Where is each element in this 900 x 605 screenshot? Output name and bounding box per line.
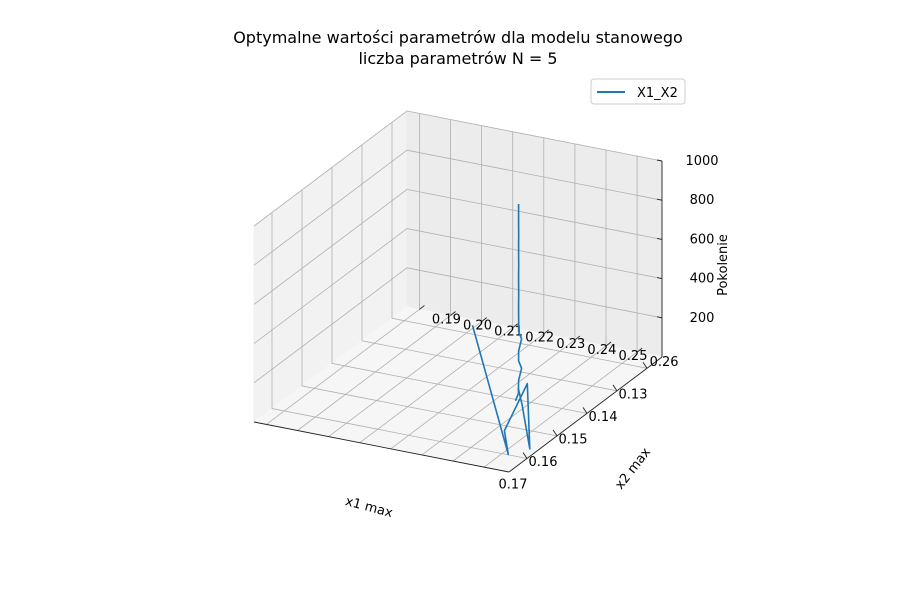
x-axis-label: x1 max [344, 494, 395, 521]
y-axis-label: x2 max [612, 445, 654, 493]
x2-tick-label: 0.23 [556, 337, 585, 352]
x2-tick-label: 0.21 [494, 325, 523, 340]
z-tick-label: 800 [690, 193, 715, 208]
x2-tick-label: 0.24 [587, 343, 616, 358]
x1-tick-label: 0.13 [619, 387, 648, 402]
x2-tick [605, 341, 612, 347]
x1-tick-label: 0.16 [529, 455, 558, 470]
x1-tick [522, 452, 528, 459]
gridline-z [253, 149, 663, 266]
gridline-x2 [390, 137, 545, 450]
z-tick-label: 400 [690, 272, 715, 287]
gridline-z [253, 110, 663, 227]
gridline-z [253, 267, 663, 384]
gridline-x1 [301, 189, 558, 437]
series-line-x1-x2 [471, 204, 531, 456]
x2-tick-label: 0.20 [463, 319, 492, 334]
z-tick [656, 277, 663, 280]
gridline-x2 [328, 125, 483, 437]
x2-tick [512, 323, 519, 329]
gridline-z [253, 188, 663, 305]
x2-tick [481, 317, 487, 322]
x1-tick-label: 0.17 [499, 478, 528, 493]
legend-entry-label: X1_X2 [637, 86, 678, 101]
gridline-x2 [483, 156, 638, 468]
x2-tick-label: 0.22 [525, 331, 554, 346]
z-tick-label: 600 [690, 232, 715, 247]
z-tick [656, 316, 663, 319]
z-tick [656, 198, 663, 201]
gridline-x1 [361, 144, 618, 392]
z-tick-label: 200 [690, 311, 715, 326]
gridline-x2 [266, 113, 420, 425]
x1-tick [642, 362, 648, 369]
x2-tick-label: 0.19 [432, 312, 461, 327]
gridline-x2 [297, 119, 451, 431]
gridline-x1 [271, 212, 528, 459]
z-tick [656, 237, 663, 240]
z-tick [656, 159, 663, 162]
x1-tick-label: 0.15 [559, 432, 588, 447]
x2-tick [636, 347, 643, 353]
gridline-x2 [452, 150, 607, 462]
chart-title: Optymalne wartości parametrów dla modelu… [233, 28, 683, 47]
legend-box [590, 78, 686, 105]
x1-axis-line [253, 421, 510, 473]
x2-tick [419, 305, 425, 310]
z-axis-label: Pokolenie [716, 234, 731, 296]
x2-tick-label: 0.26 [650, 355, 679, 370]
gridline-x1 [391, 122, 648, 369]
gridline-x2 [359, 131, 514, 444]
legend: X1_X2 [590, 78, 686, 105]
gridline-z [253, 228, 663, 344]
x1-tick [552, 429, 558, 437]
x1-tick [582, 407, 588, 414]
gridline-x1 [331, 167, 588, 414]
chart-subtitle: liczba parametrów N = 5 [358, 49, 557, 68]
x1-tick-label: 0.14 [589, 410, 618, 425]
x2-tick [543, 329, 550, 335]
x2-axis-line [508, 356, 663, 473]
x2-tick [450, 311, 456, 316]
x2-tick-label: 0.25 [619, 349, 648, 364]
z-tick-label: 1000 [685, 154, 718, 169]
x2-tick [574, 335, 581, 341]
x1-tick [612, 384, 618, 392]
gridline-x2 [421, 143, 576, 456]
